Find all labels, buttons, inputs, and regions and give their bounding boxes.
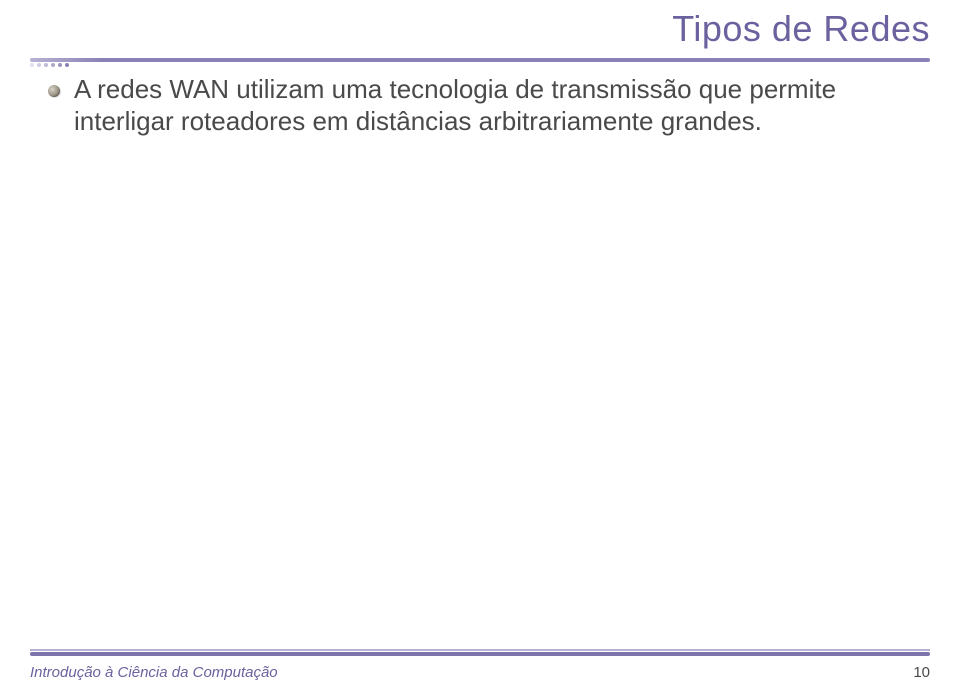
footer-rule bbox=[30, 649, 930, 655]
title-rule bbox=[30, 58, 930, 67]
rule-dot bbox=[44, 63, 48, 67]
content-area: A redes WAN utilizam uma tecnologia de t… bbox=[48, 74, 920, 137]
rule-dot bbox=[30, 63, 34, 67]
slide-title: Tipos de Redes bbox=[672, 8, 930, 50]
bullet-icon bbox=[48, 85, 60, 97]
rule-dot bbox=[58, 63, 62, 67]
bullet-text: A redes WAN utilizam uma tecnologia de t… bbox=[74, 74, 920, 137]
slide: Tipos de Redes A redes WAN utilizam uma … bbox=[0, 0, 960, 693]
footer-text: Introdução à Ciência da Computação bbox=[30, 664, 278, 681]
footer-rule-thin bbox=[30, 649, 930, 651]
rule-dot bbox=[65, 63, 69, 67]
bullet-item: A redes WAN utilizam uma tecnologia de t… bbox=[48, 74, 920, 137]
rule-dot bbox=[51, 63, 55, 67]
footer-rule-thick bbox=[30, 652, 930, 656]
rule-dot bbox=[37, 63, 41, 67]
title-rule-bar bbox=[30, 58, 930, 62]
title-rule-dots bbox=[30, 63, 930, 67]
page-number: 10 bbox=[913, 664, 930, 681]
